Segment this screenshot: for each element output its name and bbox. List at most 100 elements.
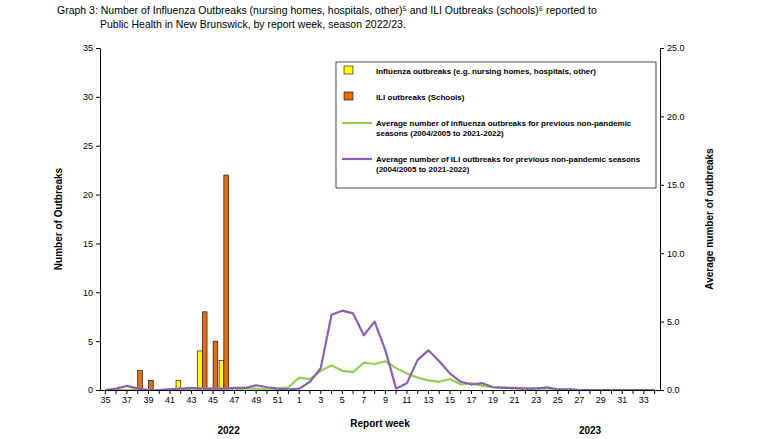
tick [396, 390, 397, 394]
tick: 10.0 [660, 249, 685, 259]
tick-mark [148, 390, 149, 394]
tick-mark [643, 390, 644, 394]
tick-mark [660, 185, 664, 186]
tick: 1 [297, 390, 302, 405]
axis-line [101, 390, 661, 391]
tick: 0.0 [660, 385, 680, 395]
bar [348, 390, 353, 391]
tick-mark [310, 390, 311, 394]
tick: 45 [208, 390, 218, 405]
tick-label: 31 [617, 395, 627, 405]
bar [418, 390, 423, 391]
tick: 41 [165, 390, 175, 405]
tick-mark [96, 390, 100, 391]
bar [202, 312, 207, 390]
bar [224, 175, 229, 390]
bar [391, 390, 396, 391]
bar [428, 390, 433, 391]
tick-mark [96, 97, 100, 98]
tick: 10 [83, 288, 100, 298]
tick-label: 33 [639, 395, 649, 405]
tick-label: 15.0 [667, 180, 685, 190]
tick-mark [660, 253, 664, 254]
tick-label: 30 [83, 92, 93, 102]
tick-mark [600, 390, 601, 394]
legend-label-line: seasons (2004/2005 to 2021-2022) [376, 129, 504, 138]
x-axis: 3537394143454749511357911131517192123252… [100, 390, 660, 405]
legend-entry: ILI outbreaks (Schools) [344, 92, 465, 102]
tick-label: 51 [273, 395, 283, 405]
bar [467, 390, 472, 391]
bar [424, 390, 429, 391]
tick-mark [514, 390, 515, 394]
tick-mark [266, 390, 267, 394]
chart-svg: Graph 3: Number of Influenza Outbreaks (… [0, 0, 780, 439]
tick: 15 [445, 390, 455, 405]
tick-mark [590, 390, 591, 394]
tick-label: 15 [83, 239, 93, 249]
bar [310, 390, 315, 391]
tick [482, 390, 483, 394]
tick-label: 20.0 [667, 112, 685, 122]
tick: 23 [531, 390, 541, 405]
axis-line [100, 49, 101, 391]
tick-label: 13 [423, 395, 433, 405]
bar [375, 390, 380, 391]
tick-label: 45 [208, 395, 218, 405]
tick-mark [96, 292, 100, 293]
tick-mark [493, 390, 494, 394]
tick [654, 390, 655, 394]
tick: 13 [423, 390, 433, 405]
bar [439, 390, 444, 391]
tick: 29 [596, 390, 606, 405]
legend-swatch [344, 92, 353, 100]
tick [611, 390, 612, 394]
y2-axis-title: Average number of outbreaks [704, 148, 715, 290]
bar [364, 390, 369, 391]
tick-mark [342, 390, 343, 394]
bar [321, 390, 326, 391]
bar [359, 390, 364, 391]
tick [590, 390, 591, 394]
tick-mark [96, 146, 100, 147]
tick [546, 390, 547, 394]
tick-mark [471, 390, 472, 394]
tick-mark [450, 390, 451, 394]
tick-label: 25 [553, 395, 563, 405]
annotation: 2023 [579, 425, 602, 436]
bar [213, 341, 218, 390]
bar [138, 370, 143, 390]
tick-mark [579, 390, 580, 394]
tick-label: 7 [361, 395, 366, 405]
bar [327, 390, 332, 391]
bar [456, 390, 461, 391]
tick-mark [96, 243, 100, 244]
bar [407, 390, 412, 391]
annotation: 2022 [217, 425, 240, 436]
legend-entry: Average number of influenza outbreaks fo… [342, 119, 632, 138]
tick-label: 25 [83, 141, 93, 151]
tick-label: 0 [88, 385, 93, 395]
tick-mark [256, 390, 257, 394]
tick: 25 [83, 141, 100, 151]
legend-label: Average number of ILI outbreaks for prev… [376, 155, 641, 174]
tick [374, 390, 375, 394]
legend-entry: Influenza outbreaks (e.g. nursing homes,… [344, 66, 596, 76]
tick-label: 37 [122, 395, 132, 405]
tick-label: 21 [510, 395, 520, 405]
tick-mark [503, 390, 504, 394]
tick-mark [137, 390, 138, 394]
bar [338, 390, 343, 391]
tick: 33 [639, 390, 649, 405]
bar [219, 361, 224, 390]
tick-mark [396, 390, 397, 394]
tick: 7 [361, 390, 366, 405]
tick: 3 [318, 390, 323, 405]
tick [310, 390, 311, 394]
bar-series [138, 175, 229, 390]
x-axis-title: Report week [350, 418, 410, 429]
tick: 35 [100, 390, 110, 405]
tick: 31 [617, 390, 627, 405]
tick-label: 35 [83, 43, 93, 53]
bar [482, 390, 487, 391]
